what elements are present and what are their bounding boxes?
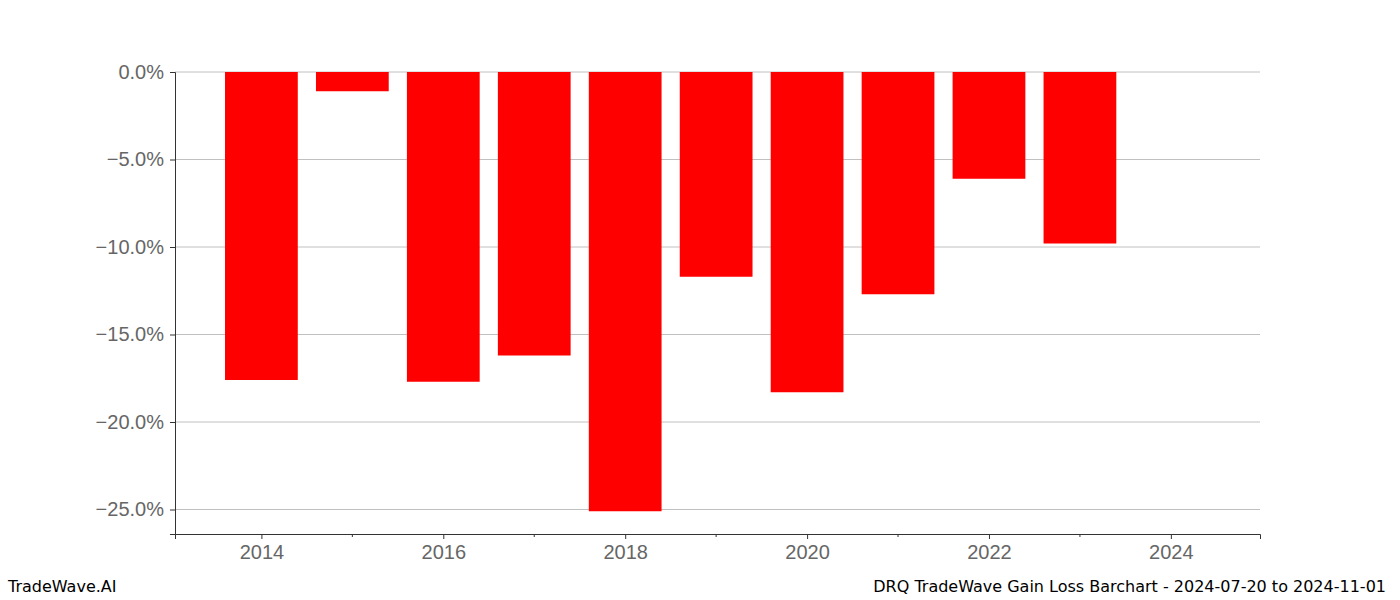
x-axis: 2014 2016 2018 2020 2022 2024 <box>176 534 1261 563</box>
x-minor-tick <box>352 534 353 537</box>
grid-line <box>175 509 1260 510</box>
annotation: TradeWave.AI <box>7 577 116 596</box>
y-tick-label: −10.0% <box>96 236 165 258</box>
bars <box>225 72 1116 511</box>
grid-line <box>175 422 1260 423</box>
y-axis: 0.0% −5.0% −10.0% −15.0% −20.0% −25.0% <box>96 61 176 535</box>
grid-line <box>175 334 1260 335</box>
x-tick: 2024 <box>1149 534 1194 563</box>
x-tick-mark <box>261 534 262 539</box>
bar <box>498 72 571 356</box>
x-minor-tick <box>898 534 899 537</box>
y-axis-line <box>170 73 176 535</box>
y-tick-mark <box>170 72 175 73</box>
y-tick: −20.0% <box>96 411 175 433</box>
x-minor-tick <box>1079 534 1080 537</box>
y-tick-label: −25.0% <box>96 498 165 520</box>
bar <box>680 72 753 277</box>
x-tick-mark <box>1171 534 1172 539</box>
y-tick-mark <box>170 335 175 336</box>
y-tick-mark <box>170 510 175 511</box>
bar <box>589 72 662 511</box>
x-tick-mark <box>989 534 990 539</box>
x-tick: 2018 <box>603 534 648 563</box>
bar <box>771 72 844 392</box>
chart: 0.0%−5.0%−10.0%−15.0%−20.0%−25.0%2014201… <box>0 0 1400 600</box>
bar <box>1044 72 1117 244</box>
x-minor-tick <box>716 534 717 537</box>
y-tick: 0.0% <box>118 61 175 83</box>
x-tick: 2022 <box>967 534 1012 563</box>
x-tick-label: 2022 <box>967 541 1012 563</box>
bar <box>225 72 298 380</box>
bar <box>953 72 1026 179</box>
y-tick-mark <box>170 422 175 423</box>
x-tick-mark <box>807 534 808 539</box>
x-minor-tick <box>534 534 535 537</box>
bar <box>407 72 480 382</box>
x-tick: 2016 <box>422 534 467 563</box>
x-axis-line <box>176 535 1261 540</box>
y-tick-mark <box>170 247 175 248</box>
x-tick-mark <box>625 534 626 539</box>
y-tick: −5.0% <box>107 148 175 170</box>
y-tick-label: −5.0% <box>107 148 164 170</box>
x-tick-label: 2014 <box>240 541 285 563</box>
x-tick-mark <box>443 534 444 539</box>
bar <box>862 72 935 294</box>
y-tick: −10.0% <box>96 236 175 258</box>
y-tick: −15.0% <box>96 323 175 345</box>
grid <box>175 72 1260 510</box>
x-tick-label: 2016 <box>422 541 467 563</box>
x-tick-label: 2024 <box>1149 541 1194 563</box>
x-tick-label: 2020 <box>785 541 830 563</box>
y-tick-mark <box>170 160 175 161</box>
y-tick-label: −15.0% <box>96 323 165 345</box>
x-tick: 2020 <box>785 534 830 563</box>
y-tick: −25.0% <box>96 498 175 520</box>
y-tick-label: −20.0% <box>96 411 165 433</box>
x-tick-label: 2018 <box>603 541 648 563</box>
bar <box>316 72 389 91</box>
title: DRQ TradeWave Gain Loss Barchart - 2024-… <box>873 577 1386 596</box>
x-tick: 2014 <box>240 534 285 563</box>
y-tick-label: 0.0% <box>118 61 164 83</box>
